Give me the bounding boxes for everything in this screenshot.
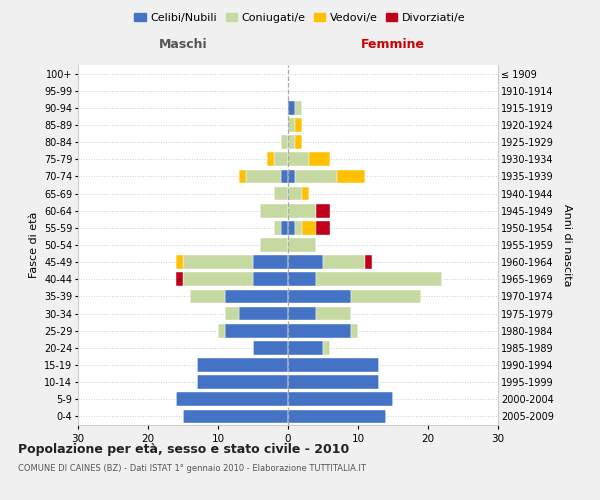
Bar (316, 272, 442, 286)
Bar (288, 221, 295, 234)
Bar (288, 256, 323, 269)
Bar (351, 324, 358, 338)
Text: COMUNE DI CAINES (BZ) - Dati ISTAT 1° gennaio 2010 - Elaborazione TUTTITALIA.IT: COMUNE DI CAINES (BZ) - Dati ISTAT 1° ge… (18, 464, 366, 473)
Bar (316, 204, 330, 218)
Bar (288, 204, 316, 218)
Bar (260, 238, 288, 252)
Bar (288, 358, 379, 372)
Bar (295, 170, 337, 183)
Bar (281, 221, 288, 234)
Bar (288, 324, 351, 338)
Bar (190, 290, 225, 304)
Text: Maschi: Maschi (158, 38, 208, 52)
Bar (239, 306, 288, 320)
Bar (197, 358, 288, 372)
Bar (197, 376, 288, 389)
Bar (288, 118, 295, 132)
Bar (288, 170, 295, 183)
Text: Femmine: Femmine (361, 38, 425, 52)
Bar (274, 186, 288, 200)
Bar (225, 306, 239, 320)
Bar (260, 204, 288, 218)
Bar (288, 410, 386, 424)
Bar (337, 170, 365, 183)
Bar (323, 256, 365, 269)
Bar (288, 238, 316, 252)
Legend: Celibi/Nubili, Coniugati/e, Vedovi/e, Divorziati/e: Celibi/Nubili, Coniugati/e, Vedovi/e, Di… (130, 8, 470, 27)
Bar (316, 221, 330, 234)
Bar (183, 272, 253, 286)
Bar (183, 410, 288, 424)
Bar (253, 341, 288, 354)
Bar (246, 170, 281, 183)
Bar (288, 306, 316, 320)
Bar (288, 392, 393, 406)
Bar (288, 290, 351, 304)
Bar (288, 272, 316, 286)
Bar (253, 256, 288, 269)
Bar (302, 186, 309, 200)
Bar (176, 256, 183, 269)
Bar (281, 136, 288, 149)
Bar (316, 306, 351, 320)
Y-axis label: Anni di nascita: Anni di nascita (562, 204, 572, 286)
Bar (267, 152, 274, 166)
Y-axis label: Fasce di età: Fasce di età (29, 212, 38, 278)
Bar (225, 324, 288, 338)
Bar (281, 170, 288, 183)
Bar (288, 186, 302, 200)
Bar (295, 136, 302, 149)
Text: Popolazione per età, sesso e stato civile - 2010: Popolazione per età, sesso e stato civil… (18, 442, 349, 456)
Bar (309, 152, 330, 166)
Bar (295, 118, 302, 132)
Bar (218, 324, 225, 338)
Bar (183, 256, 253, 269)
Bar (225, 290, 288, 304)
Bar (288, 136, 295, 149)
Bar (253, 272, 288, 286)
Bar (295, 101, 302, 114)
Bar (274, 152, 288, 166)
Bar (288, 376, 379, 389)
Bar (351, 290, 421, 304)
Bar (295, 221, 302, 234)
Bar (288, 341, 323, 354)
Bar (365, 256, 372, 269)
Bar (288, 101, 295, 114)
Bar (288, 152, 309, 166)
Bar (302, 221, 316, 234)
Bar (176, 272, 183, 286)
Bar (323, 341, 330, 354)
Bar (239, 170, 246, 183)
Bar (274, 221, 281, 234)
Bar (176, 392, 288, 406)
